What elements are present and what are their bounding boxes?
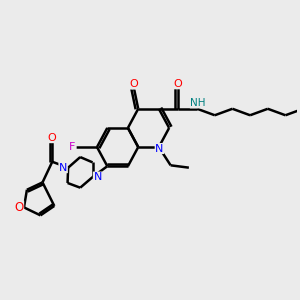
- Text: O: O: [174, 79, 182, 89]
- Text: O: O: [129, 79, 138, 89]
- Text: O: O: [14, 201, 24, 214]
- Text: N: N: [93, 172, 102, 182]
- Text: F: F: [69, 142, 76, 152]
- Text: N: N: [155, 143, 164, 154]
- Text: N: N: [59, 163, 67, 173]
- Text: NH: NH: [190, 98, 206, 108]
- Text: O: O: [48, 133, 57, 142]
